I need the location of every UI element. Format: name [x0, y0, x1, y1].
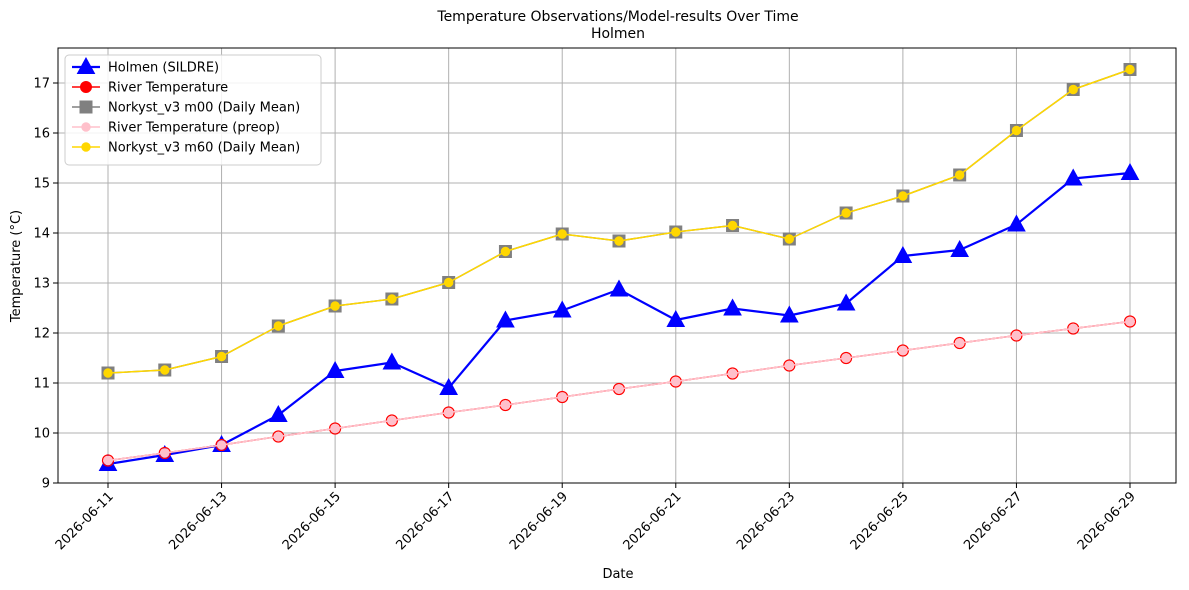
norkyst-m60-marker — [727, 220, 738, 231]
holmen-sildre-marker — [325, 360, 345, 378]
river-temperature-preop-marker — [841, 353, 851, 363]
legend-label: Norkyst_v3 m60 (Daily Mean) — [108, 141, 300, 156]
river-temperature-preop-marker — [898, 345, 908, 356]
legend-marker — [80, 81, 92, 93]
norkyst-m60-marker — [273, 321, 284, 331]
norkyst-m60-marker — [216, 351, 227, 362]
holmen-sildre-marker — [268, 404, 288, 422]
river-temperature-preop-marker — [500, 400, 511, 410]
norkyst-m60-marker — [330, 301, 340, 311]
river-temperature-marker — [726, 367, 739, 380]
y-tick-label: 15 — [33, 177, 50, 192]
y-tick-label: 13 — [33, 277, 50, 292]
x-axis-label: Date — [602, 567, 633, 582]
river-temperature-preop-marker — [557, 392, 567, 402]
legend-label: River Temperature (preop) — [108, 121, 280, 136]
norkyst-m60-marker — [557, 229, 567, 239]
legend-marker — [76, 56, 96, 74]
river-temperature-preop-marker — [160, 448, 170, 458]
legend-item-river-temperature: River Temperature — [72, 81, 228, 96]
legend-marker — [81, 122, 91, 132]
legend-label: River Temperature — [108, 81, 228, 96]
river-temperature-preop-marker — [954, 338, 965, 348]
norkyst-m60-marker — [1011, 125, 1022, 136]
holmen-sildre-marker — [723, 298, 742, 316]
norkyst-m60-marker — [841, 208, 851, 218]
series-holmen-sildre — [98, 162, 1140, 471]
river-temperature-marker — [385, 414, 398, 427]
river-temperature-marker — [215, 438, 228, 452]
river-temperature-preop-marker — [1068, 323, 1078, 334]
norkyst-m60-marker — [160, 365, 170, 375]
river-temperature-preop-marker — [216, 440, 227, 450]
holmen-sildre-marker — [1063, 168, 1083, 186]
river-temperature-preop-marker — [1011, 330, 1022, 341]
chart-title: Temperature Observations/Model-results O… — [436, 9, 798, 25]
norkyst-m60-marker — [898, 191, 908, 201]
legend-label: Norkyst_v3 m00 (Daily Mean) — [108, 101, 300, 116]
river-temperature-preop-marker — [103, 455, 113, 466]
norkyst-m60-marker — [1125, 64, 1135, 75]
plot-frame — [57, 47, 1177, 484]
river-temperature-preop-marker — [387, 415, 397, 426]
legend-box — [64, 54, 322, 166]
river-temperature-preop-marker — [273, 431, 284, 442]
legend-item-holmen-sildre: Holmen (SILDRE) — [72, 56, 219, 76]
norkyst-m60-marker — [954, 170, 965, 180]
river-temperature-preop-marker — [784, 360, 795, 371]
norkyst-m60-marker — [387, 294, 397, 304]
norkyst-m60-marker — [1068, 84, 1078, 95]
norkyst-m60-marker — [784, 234, 795, 244]
holmen-sildre-marker — [439, 377, 459, 395]
norkyst-m60-marker — [671, 227, 681, 237]
norkyst-m60-marker — [500, 246, 511, 257]
holmen-sildre-marker — [666, 309, 686, 327]
holmen-sildre-marker — [552, 300, 572, 318]
river-temperature-marker — [556, 390, 569, 404]
holmen-sildre-marker — [1120, 162, 1140, 180]
holmen-sildre-marker — [779, 305, 799, 323]
norkyst-m60-marker — [443, 277, 454, 288]
river-temperature-marker — [329, 422, 342, 435]
holmen-sildre-marker — [1007, 214, 1026, 232]
legend-label: Holmen (SILDRE) — [108, 61, 219, 76]
holmen-sildre-marker — [609, 279, 629, 297]
river-temperature-preop-marker — [443, 407, 454, 418]
legend-item-norkyst-m00: Norkyst_v3 m00 (Daily Mean) — [72, 100, 300, 116]
holmen-sildre-marker — [950, 239, 970, 257]
y-tick-label: 17 — [33, 77, 50, 92]
y-tick-label: 12 — [33, 327, 50, 342]
river-temperature-preop-marker — [1125, 316, 1135, 327]
y-tick-label: 11 — [33, 377, 50, 392]
river-temperature-preop-marker — [330, 423, 340, 434]
legend-item-norkyst-m60: Norkyst_v3 m60 (Daily Mean) — [72, 141, 300, 156]
y-tick-label: 10 — [33, 427, 50, 442]
river-temperature-preop-marker — [727, 368, 738, 379]
y-tick-label: 9 — [42, 477, 50, 492]
y-tick-label: 14 — [33, 227, 50, 242]
y-axis-label: Temperature (°C) — [9, 210, 24, 323]
y-tick-label: 16 — [33, 127, 50, 142]
series-river-temperature-preop — [103, 316, 1135, 466]
norkyst-m60-marker — [614, 236, 624, 246]
holmen-sildre-marker — [893, 245, 913, 263]
river-temperature-preop-marker — [671, 376, 681, 387]
series-norkyst-m60 — [103, 64, 1135, 378]
legend-item-river-temperature-preop: River Temperature (preop) — [72, 121, 280, 136]
holmen-sildre-marker — [382, 352, 402, 370]
holmen-sildre-marker — [496, 310, 515, 328]
legend-marker — [81, 142, 91, 152]
y-axis: 9 10 11 12 13 14 15 16 17 — [33, 77, 58, 492]
holmen-sildre-marker — [836, 293, 856, 311]
river-temperature-marker — [272, 430, 285, 443]
chart-subtitle: Holmen — [591, 26, 645, 42]
river-temperature-preop-marker — [614, 384, 624, 394]
legend: Holmen (SILDRE) River Temperature Norkyst_… — [64, 54, 322, 166]
series-layer — [98, 63, 1140, 471]
norkyst-m60-marker — [103, 368, 113, 378]
legend-marker — [79, 100, 93, 114]
